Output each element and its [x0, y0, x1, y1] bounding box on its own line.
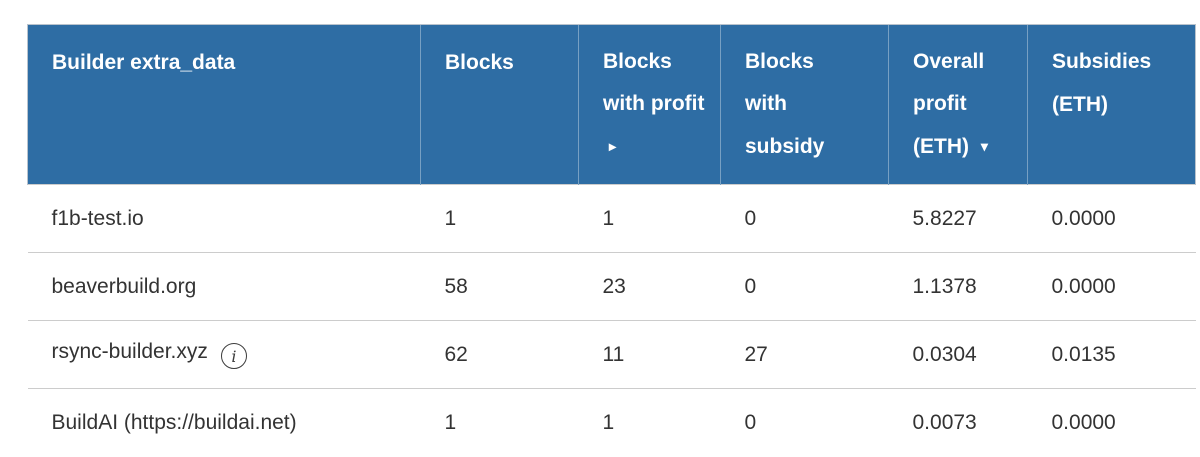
- column-header-label: Blocks with subsidy: [745, 50, 825, 158]
- cell-value: 0: [744, 206, 757, 230]
- cell-value: 58: [444, 274, 468, 298]
- table-header-row: Builder extra_data Blocks Blocks with pr…: [27, 24, 1196, 185]
- cell-value: 1: [444, 206, 457, 230]
- table-row: rsync-builder.xyz i 62 11 27 0.0304 0.0135: [27, 320, 1196, 389]
- cell-blocks: 1: [420, 184, 579, 253]
- cell-value: 1: [444, 410, 457, 434]
- cell-blocks-with-subsidy: 27: [720, 320, 889, 389]
- cell-value: 0: [744, 410, 757, 434]
- cell-subsidies: 0.0000: [1027, 388, 1196, 457]
- cell-value: 0.0000: [1051, 410, 1116, 434]
- column-header-label: Subsidies (ETH): [1052, 50, 1152, 116]
- cell-subsidies: 0.0000: [1027, 184, 1196, 253]
- column-header-blocks-with-subsidy[interactable]: Blocks with subsidy: [720, 24, 889, 185]
- info-icon[interactable]: i: [220, 343, 247, 370]
- cell-builder: f1b-test.io: [27, 184, 421, 253]
- cell-value: 5.8227: [912, 206, 977, 230]
- cell-value: 0.0304: [912, 342, 977, 366]
- column-header-blocks[interactable]: Blocks: [420, 24, 579, 185]
- builder-name: rsync-builder.xyz: [51, 339, 208, 363]
- cell-blocks: 1: [420, 388, 579, 457]
- cell-blocks-with-profit: 1: [578, 388, 721, 457]
- cell-blocks: 62: [420, 320, 579, 389]
- cell-value: 1.1378: [912, 274, 977, 298]
- table-header: Builder extra_data Blocks Blocks with pr…: [27, 24, 1196, 185]
- column-header-label: Builder extra_data: [52, 51, 236, 74]
- cell-value: 1: [602, 410, 615, 434]
- sort-right-icon: ▸: [609, 138, 617, 154]
- cell-value: 0.0135: [1051, 342, 1116, 366]
- cell-value: 1: [602, 206, 615, 230]
- data-table: Builder extra_data Blocks Blocks with pr…: [27, 24, 1196, 457]
- column-header-label: Blocks: [445, 51, 514, 74]
- cell-overall-profit: 1.1378: [888, 252, 1028, 321]
- table-row: BuildAI (https://buildai.net) 1 1 0 0.0073 0.…: [27, 388, 1196, 457]
- cell-overall-profit: 0.0073: [888, 388, 1028, 457]
- cell-value: 0: [744, 274, 757, 298]
- cell-overall-profit: 0.0304: [888, 320, 1028, 389]
- column-header-builder-extra-data[interactable]: Builder extra_data: [27, 24, 421, 185]
- cell-subsidies: 0.0135: [1027, 320, 1196, 389]
- sort-down-icon: ▾: [980, 138, 988, 154]
- cell-blocks-with-profit: 23: [578, 252, 721, 321]
- cell-overall-profit: 5.8227: [888, 184, 1028, 253]
- table-row: f1b-test.io 1 1 0 5.8227 0.0000: [27, 184, 1196, 253]
- cell-blocks-with-subsidy: 0: [720, 252, 889, 321]
- column-header-label: Blocks with profit: [603, 50, 705, 115]
- table-row: beaverbuild.org 58 23 0 1.1378 0.0000: [27, 252, 1196, 321]
- cell-value: 27: [744, 342, 768, 366]
- column-header-subsidies[interactable]: Subsidies (ETH): [1027, 24, 1196, 185]
- column-header-label: Overall profit (ETH): [913, 50, 985, 158]
- cell-value: 11: [602, 342, 625, 366]
- cell-value: 62: [444, 342, 468, 366]
- builder-name: beaverbuild.org: [51, 274, 197, 298]
- column-header-overall-profit[interactable]: Overall profit (ETH) ▾: [888, 24, 1028, 185]
- cell-blocks-with-subsidy: 0: [720, 184, 889, 253]
- cell-blocks-with-subsidy: 0: [720, 388, 889, 457]
- cell-blocks-with-profit: 11: [578, 320, 721, 389]
- cell-builder: BuildAI (https://buildai.net): [27, 388, 421, 457]
- cell-builder: rsync-builder.xyz i: [27, 320, 421, 389]
- table-body: f1b-test.io 1 1 0 5.8227 0.0000 beaverbuild.or…: [27, 184, 1196, 457]
- column-header-blocks-with-profit[interactable]: Blocks with profit ▸: [578, 24, 721, 185]
- cell-value: 0.0073: [912, 410, 977, 434]
- cell-builder: beaverbuild.org: [27, 252, 421, 321]
- builder-profit-table: Builder extra_data Blocks Blocks with pr…: [27, 24, 1196, 457]
- builder-name: BuildAI (https://buildai.net): [51, 410, 297, 434]
- cell-blocks: 58: [420, 252, 579, 321]
- cell-value: 23: [602, 274, 626, 298]
- cell-value: 0.0000: [1051, 206, 1116, 230]
- builder-name: f1b-test.io: [51, 206, 144, 230]
- cell-subsidies: 0.0000: [1027, 252, 1196, 321]
- cell-blocks-with-profit: 1: [578, 184, 721, 253]
- cell-value: 0.0000: [1051, 274, 1116, 298]
